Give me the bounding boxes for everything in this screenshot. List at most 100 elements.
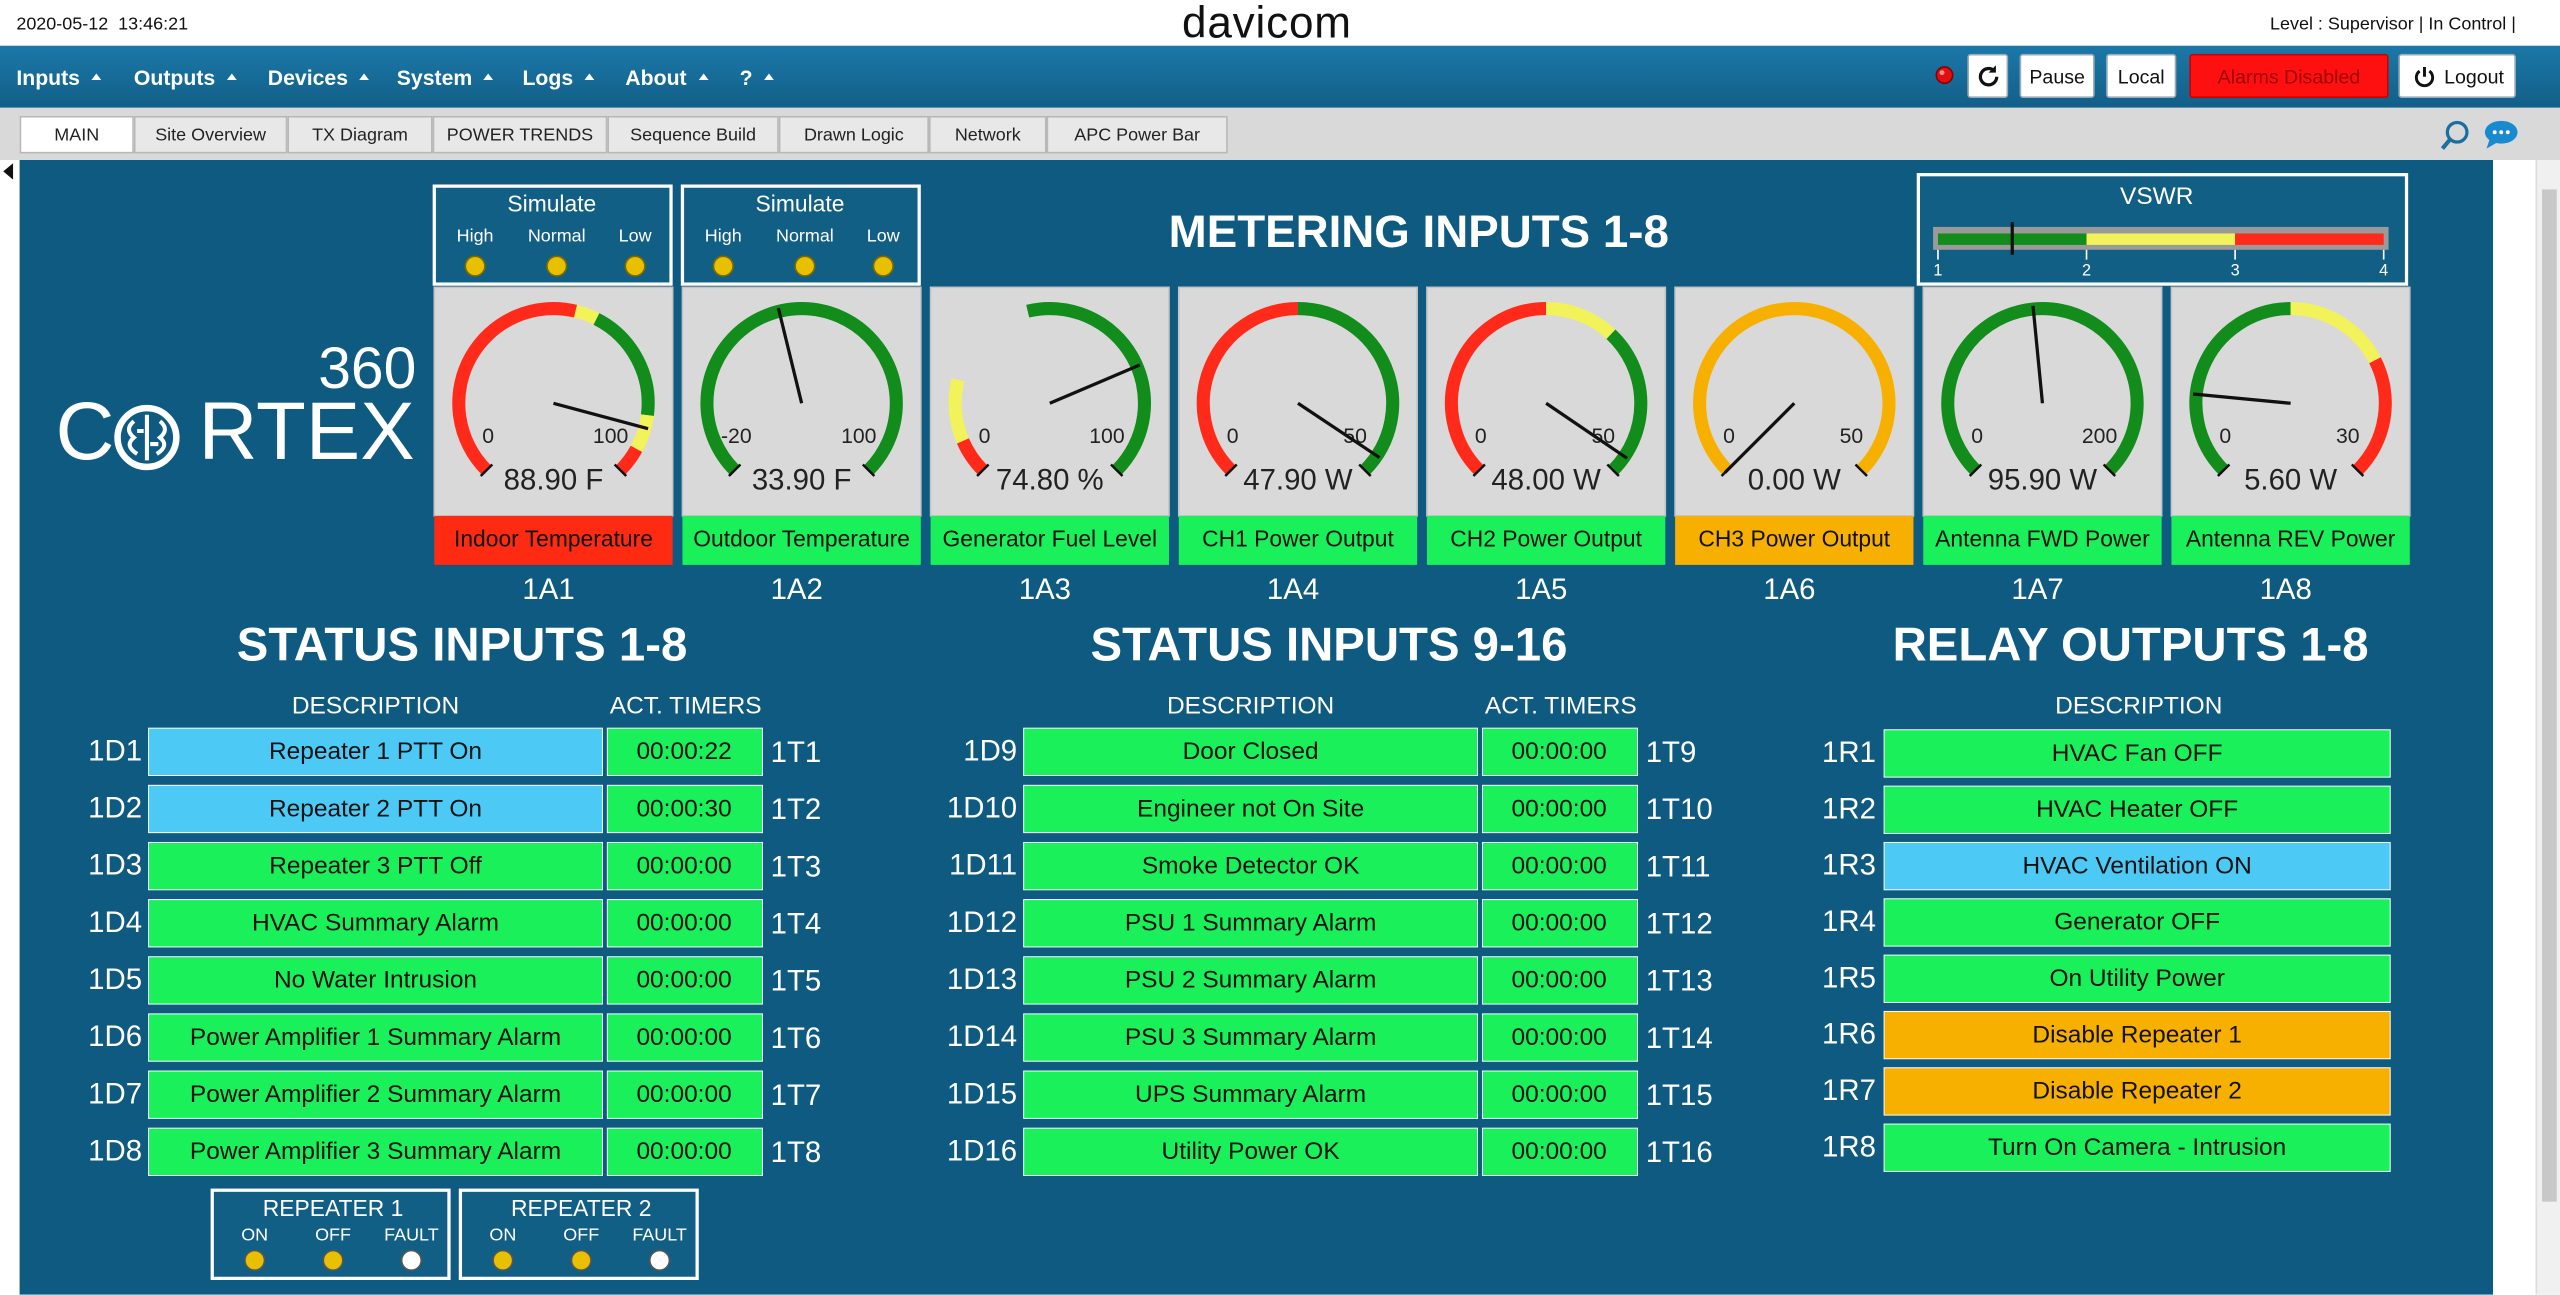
- refresh-button[interactable]: [1967, 53, 2009, 98]
- gauge-readout: 95.90 W: [1988, 463, 2098, 496]
- search-icon[interactable]: [2439, 119, 2472, 152]
- timer-value: 00:00:00: [1512, 1138, 1607, 1165]
- gauge-readout: 33.90 F: [752, 463, 852, 496]
- column-header: DESCRIPTION: [1167, 692, 1334, 719]
- top-bar: 2020-05-12 13:46:21 davicom Level : Supe…: [0, 0, 2560, 47]
- gauge-needle: [553, 401, 649, 431]
- gauge-id: 1A2: [771, 573, 823, 606]
- timer-id: 1T14: [1646, 1022, 1713, 1055]
- logo-number: 360: [318, 336, 416, 401]
- gauge-end-tick: [1224, 463, 1238, 477]
- tab[interactable]: MAIN: [19, 115, 134, 154]
- relay-description: Turn On Camera - Intrusion: [1988, 1134, 2286, 1161]
- timer-id: 1T3: [771, 850, 822, 883]
- simulate-option: Normal: [776, 225, 834, 245]
- gauge-readout: 88.90 F: [504, 463, 604, 496]
- menu-item[interactable]: Outputs: [134, 65, 237, 90]
- repeater-indicator-label: ON: [489, 1225, 516, 1245]
- timer-box: [606, 1127, 763, 1176]
- input-id: 1D7: [88, 1077, 142, 1110]
- gauge-needle: [1723, 402, 1796, 474]
- relay-description: Generator OFF: [2054, 909, 2220, 936]
- menu-label: Devices: [267, 65, 349, 90]
- timer-value: 00:00:00: [636, 1081, 731, 1108]
- gauge-name: CH2 Power Output: [1450, 525, 1642, 551]
- timer-id: 1T11: [1646, 850, 1711, 883]
- tab[interactable]: Sequence Build: [607, 115, 779, 154]
- timer-box: [606, 1070, 763, 1119]
- timer-id: 1T8: [771, 1136, 822, 1169]
- timer-id: 1T16: [1646, 1136, 1713, 1169]
- input-state: [148, 841, 603, 891]
- local-button[interactable]: Local: [2106, 53, 2177, 98]
- sidebar-toggle[interactable]: [0, 160, 18, 183]
- menu-item[interactable]: Inputs: [16, 65, 102, 90]
- column-header: DESCRIPTION: [292, 692, 459, 719]
- repeater-led: [400, 1249, 423, 1272]
- timer-id: 1T13: [1646, 965, 1713, 998]
- scrollbar-thumb[interactable]: [2542, 189, 2557, 1202]
- timer-id: 1T4: [771, 907, 822, 940]
- input-description: Smoke Detector OK: [1142, 852, 1360, 879]
- gauge-zone: [1545, 302, 1616, 340]
- input-description: PSU 1 Summary Alarm: [1125, 910, 1377, 937]
- gauge-max: 100: [1089, 425, 1124, 448]
- chat-icon[interactable]: [2483, 119, 2519, 152]
- gauge-id: 1A4: [1267, 573, 1319, 606]
- tab[interactable]: Site Overview: [133, 115, 288, 154]
- gauge-zone: [452, 302, 578, 475]
- timer-value: 00:00:00: [1512, 1081, 1607, 1108]
- repeater-indicator-label: FAULT: [632, 1225, 687, 1245]
- relay-description: Disable Repeater 1: [2032, 1021, 2241, 1048]
- gauge-status: [682, 515, 921, 565]
- menu-label: ?: [739, 65, 753, 90]
- input-id: 1D1: [88, 734, 142, 767]
- relay-state: [1883, 898, 2391, 947]
- gauge-readout: 0.00 W: [1748, 463, 1841, 496]
- menu-item[interactable]: Logs: [522, 65, 595, 90]
- pause-button[interactable]: Pause: [2019, 53, 2095, 98]
- tab[interactable]: TX Diagram: [287, 115, 433, 154]
- vswr-tick-label: 2: [2082, 261, 2091, 279]
- menu-caret: [584, 73, 595, 80]
- timer-id: 1T9: [1646, 736, 1697, 769]
- input-description: No Water Intrusion: [274, 967, 477, 994]
- repeater-title: REPEATER 1: [263, 1195, 404, 1221]
- tab[interactable]: Drawn Logic: [778, 115, 929, 154]
- logout-button[interactable]: Logout: [2398, 53, 2516, 98]
- gauge-zone: [1196, 302, 1299, 475]
- gauge-status: [1923, 515, 2162, 565]
- input-description: Power Amplifier 3 Summary Alarm: [190, 1138, 561, 1165]
- gauge-zone: [573, 304, 600, 325]
- menu-item[interactable]: Devices: [267, 65, 370, 90]
- tab[interactable]: POWER TRENDS: [432, 115, 608, 154]
- relay-id: 1R2: [1822, 792, 1876, 825]
- timer-box: [606, 841, 763, 891]
- gauge-id: 1A6: [1763, 573, 1815, 606]
- gauge-end-tick: [1472, 463, 1486, 477]
- timer-id: 1T10: [1646, 793, 1713, 826]
- gauge-zone: [1941, 302, 2144, 475]
- gauge-max: 100: [593, 425, 628, 448]
- tab[interactable]: Network: [928, 115, 1047, 154]
- logo-word-start: C: [56, 386, 115, 477]
- menu-item[interactable]: ?: [739, 65, 774, 90]
- timer-box: [1481, 841, 1639, 891]
- simulate-led: [794, 255, 816, 277]
- timer-id: 1T7: [771, 1079, 822, 1112]
- alarms-button[interactable]: Alarms Disabled: [2189, 53, 2389, 98]
- input-description: Repeater 3 PTT Off: [269, 852, 482, 879]
- menu-item[interactable]: About: [625, 65, 708, 90]
- timer-box: [1481, 784, 1639, 834]
- timer-box: [606, 1013, 763, 1062]
- relay-state: [1883, 785, 2391, 834]
- timer-value: 00:00:00: [1512, 910, 1607, 937]
- tab[interactable]: APC Power Bar: [1046, 115, 1228, 154]
- menu-item[interactable]: System: [397, 65, 494, 90]
- simulate-title: Simulate: [507, 191, 596, 217]
- gauge-name: Antenna FWD Power: [1935, 525, 2150, 551]
- input-id: 1D11: [949, 849, 1017, 882]
- menu-caret: [359, 73, 370, 80]
- relay-id: 1R7: [1822, 1074, 1876, 1107]
- gauge-max: 50: [1343, 425, 1367, 448]
